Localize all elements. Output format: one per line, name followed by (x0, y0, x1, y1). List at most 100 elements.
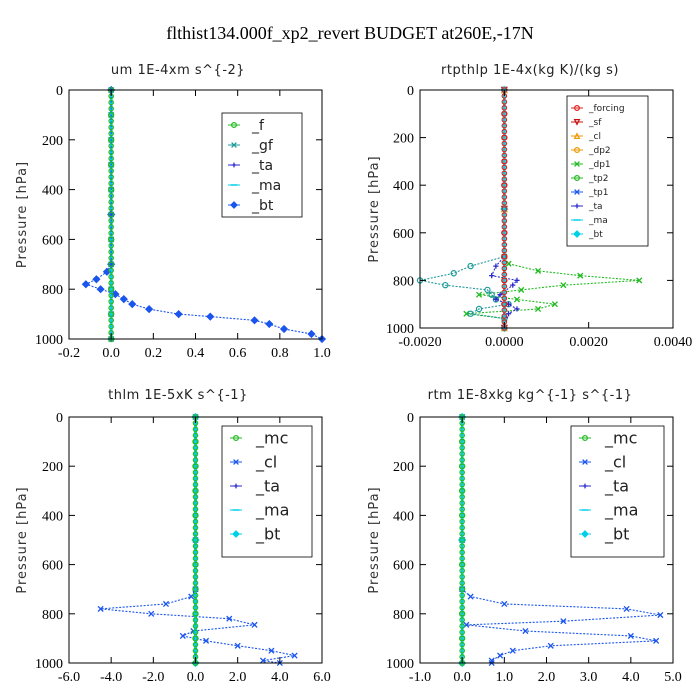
data-point (128, 300, 137, 309)
data-point (192, 610, 199, 617)
legend-marker (581, 530, 589, 538)
data-point (192, 451, 199, 457)
y-tick-label: 0 (56, 84, 63, 99)
data-point (192, 586, 199, 593)
legend: _forcing _sf _cl _dp2 _dp1 _tp2 _tp1 _ta _ma _bt (566, 95, 649, 247)
data-point (108, 149, 114, 156)
data-point (192, 500, 199, 506)
legend-marker (233, 459, 239, 465)
data-point (108, 155, 114, 162)
x-tick-label: 0.0 (187, 670, 205, 685)
data-point (192, 647, 199, 654)
y-tick-label: 1000 (386, 322, 414, 337)
y-tick-label: 400 (393, 179, 414, 194)
data-point (459, 524, 465, 531)
legend-marker (233, 483, 239, 489)
x-tick-label: -0.2 (58, 346, 80, 361)
data-point (97, 605, 104, 612)
legend-marker (574, 189, 580, 195)
legend-label: _tp2 (588, 174, 608, 184)
data-point (459, 561, 465, 568)
data-point (450, 270, 457, 277)
data-point (501, 253, 508, 260)
data-point (265, 319, 274, 329)
data-point (108, 180, 114, 187)
legend-label: _cl (588, 132, 601, 142)
y-axis-label: Pressure [hPa] (15, 486, 30, 593)
data-point (653, 637, 660, 644)
legend-marker (573, 104, 580, 111)
data-point (501, 140, 508, 147)
x-tick-label: 2.0 (538, 670, 556, 685)
data-point (268, 647, 275, 654)
y-tick-label: 400 (42, 509, 63, 524)
data-point (192, 531, 199, 537)
data-point (108, 298, 114, 305)
y-axis-label: Pressure [hPa] (367, 486, 382, 593)
data-point (192, 574, 199, 580)
data-point (162, 600, 170, 608)
data-point (459, 463, 465, 470)
x-tick-label: 0.2 (145, 346, 163, 361)
data-point (459, 574, 465, 580)
data-point (108, 311, 114, 317)
data-point (459, 494, 465, 500)
data-point (501, 289, 508, 296)
data-point (505, 311, 512, 317)
x-tick-label: 5.0 (664, 670, 682, 685)
legend-label: _ta (588, 202, 603, 212)
data-point (459, 512, 465, 519)
data-point (459, 451, 465, 457)
data-point (108, 236, 114, 243)
data-point (226, 615, 233, 622)
legend-label: _bt (255, 525, 280, 545)
legend-marker (573, 119, 581, 126)
x-tick-label: -1.0 (409, 670, 431, 685)
data-point (108, 286, 114, 293)
y-tick-label: 200 (393, 132, 414, 147)
data-point (501, 235, 508, 242)
data-point (459, 617, 465, 623)
data-point (148, 610, 155, 617)
y-tick-label: 600 (393, 227, 414, 242)
data-point (501, 241, 508, 248)
data-point (108, 99, 114, 106)
data-point (459, 598, 465, 605)
data-point (514, 306, 520, 312)
data-point (501, 116, 508, 123)
legend-label: _dp2 (588, 146, 611, 156)
legend-label: _mc (255, 429, 288, 449)
legend-box (566, 95, 649, 247)
y-tick-label: 600 (393, 559, 414, 574)
data-point (459, 518, 465, 525)
data-point (192, 598, 199, 605)
legend-marker (573, 147, 580, 154)
x-tick-label: -4.0 (100, 670, 122, 685)
legend-label: _sf (588, 118, 602, 128)
data-point (459, 604, 465, 611)
y-tick-label: 1000 (386, 657, 414, 672)
data-point (96, 285, 105, 294)
data-point (192, 629, 199, 636)
legend-marker (230, 201, 238, 209)
x-tick-label: -2.0 (142, 670, 164, 685)
data-point (192, 438, 199, 445)
y-tick-label: 800 (393, 274, 414, 289)
data-point (501, 212, 508, 218)
data-point (192, 432, 199, 439)
data-point (547, 642, 554, 649)
data-point (493, 296, 499, 303)
data-point (501, 206, 508, 212)
x-tick-label: 4.0 (271, 670, 289, 685)
data-point (657, 611, 664, 619)
panel-title-um: um 1E-4xm s^{-2} (111, 63, 245, 78)
legend: _mc _cl _ta _ma _bt (570, 425, 665, 558)
data-point (179, 632, 186, 639)
data-point (501, 277, 508, 284)
data-point (108, 112, 114, 118)
series-line (466, 90, 640, 328)
legend-marker (231, 162, 237, 168)
x-tick-label: -0.0020 (398, 335, 441, 350)
data-point (501, 105, 508, 111)
x-tick-label: 0.4 (187, 346, 205, 361)
